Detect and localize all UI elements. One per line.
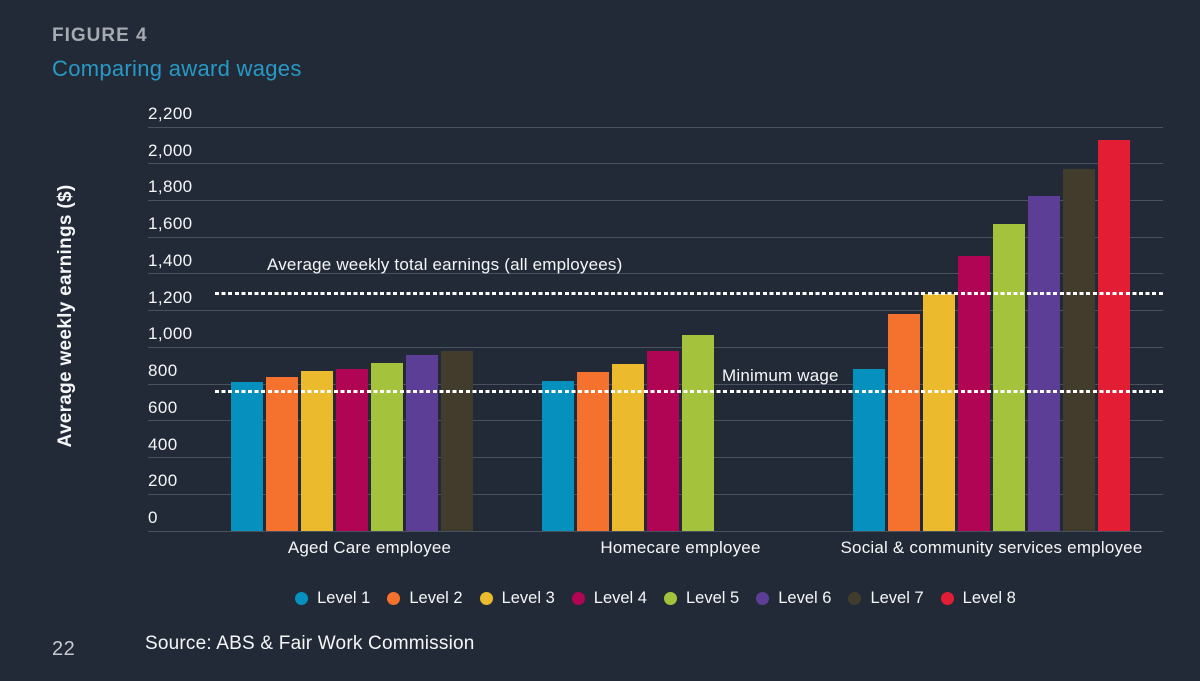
legend-color-dot-icon	[756, 592, 770, 605]
bar-aged-level-2	[266, 376, 298, 531]
legend-label: Level 7	[870, 589, 924, 607]
gridline-2000	[148, 163, 1163, 165]
y-tick-label: 200	[148, 471, 178, 491]
y-tick-label: 1,800	[148, 177, 193, 197]
legend-item-level-6: Level 6	[756, 589, 831, 608]
y-tick-label: 2,200	[148, 104, 193, 123]
category-label: Aged Care employee	[287, 538, 452, 557]
bar-aged-level-1	[231, 382, 263, 531]
legend-color-dot-icon	[571, 592, 585, 605]
legend-color-dot-icon	[479, 592, 493, 605]
legend-label: Level 4	[593, 589, 647, 607]
legend-label: Level 8	[962, 589, 1016, 607]
chart-title: Comparing award wages	[52, 56, 302, 81]
y-tick-label: 2,000	[148, 140, 193, 160]
figure-label: FIGURE 4	[52, 25, 148, 46]
bar-social-level-7	[1063, 169, 1095, 531]
legend-label: Level 3	[501, 589, 555, 607]
y-tick-label: 400	[148, 434, 178, 454]
bar-social-level-6	[1028, 195, 1060, 531]
gridline-1000	[148, 346, 1163, 348]
source-note: Source: ABS & Fair Work Commission	[145, 633, 475, 654]
reference-line-label: Minimum wage	[722, 365, 839, 385]
y-tick-label: 1,400	[148, 250, 193, 270]
y-tick-label: 800	[148, 361, 178, 381]
gridline-1200	[148, 310, 1163, 312]
bar-social-level-8	[1098, 139, 1130, 531]
legend-label: Level 5	[686, 589, 740, 607]
gridline-0	[148, 530, 1163, 532]
bar-homecare-level-1	[542, 381, 574, 531]
y-tick-label: 1,000	[148, 324, 193, 344]
category-label: Social & community services employee	[840, 538, 1143, 557]
chart-legend: Level 1 Level 2 Level 3 Level 4 Level 5 Level…	[148, 589, 1163, 608]
y-tick-label: 600	[148, 397, 178, 417]
bar-aged-level-6	[406, 354, 438, 531]
bar-aged-level-3	[301, 371, 333, 531]
bar-social-level-2	[888, 314, 920, 531]
legend-item-level-3: Level 3	[479, 589, 555, 608]
y-axis-title: Average weekly earnings ($)	[55, 184, 76, 448]
reference-line-minimum-wage	[215, 390, 1163, 394]
category-label: Homecare employee	[600, 538, 761, 557]
bar-social-level-1	[853, 369, 885, 531]
bar-social-level-3	[923, 294, 955, 531]
legend-item-level-7: Level 7	[848, 589, 924, 608]
bar-homecare-level-5	[682, 334, 714, 531]
bar-homecare-level-4	[647, 351, 679, 531]
legend-item-level-4: Level 4	[571, 589, 647, 608]
page-number: 22	[52, 638, 76, 660]
gridline-2200	[148, 126, 1163, 128]
legend-color-dot-icon	[664, 592, 677, 605]
bar-aged-level-7	[441, 351, 473, 531]
legend-item-level-8: Level 8	[940, 589, 1016, 608]
legend-color-dot-icon	[387, 592, 401, 605]
legend-color-dot-icon	[848, 592, 862, 605]
legend-label: Level 6	[778, 589, 832, 607]
legend-label: Level 2	[409, 589, 463, 607]
reference-line-average-earnings	[215, 291, 1163, 295]
legend-label: Level 1	[317, 589, 371, 607]
legend-color-dot-icon	[940, 592, 954, 605]
bar-aged-level-5	[371, 362, 403, 531]
gridline-1400	[148, 273, 1163, 275]
bar-aged-level-4	[336, 369, 368, 531]
y-tick-label: 1,200	[148, 287, 193, 307]
y-tick-label: 0	[148, 508, 158, 527]
bar-homecare-level-3	[612, 363, 644, 531]
bar-homecare-level-2	[577, 372, 609, 531]
reference-line-label: Average weekly total earnings (all emplo…	[267, 255, 623, 275]
legend-color-dot-icon	[295, 592, 309, 605]
gridline-1800	[148, 199, 1163, 201]
gridline-1600	[148, 236, 1163, 238]
legend-item-level-5: Level 5	[664, 589, 739, 608]
legend-item-level-2: Level 2	[387, 589, 463, 608]
legend-item-level-1: Level 1	[295, 589, 370, 608]
bar-social-level-5	[993, 224, 1025, 531]
y-tick-label: 1,600	[148, 214, 193, 234]
